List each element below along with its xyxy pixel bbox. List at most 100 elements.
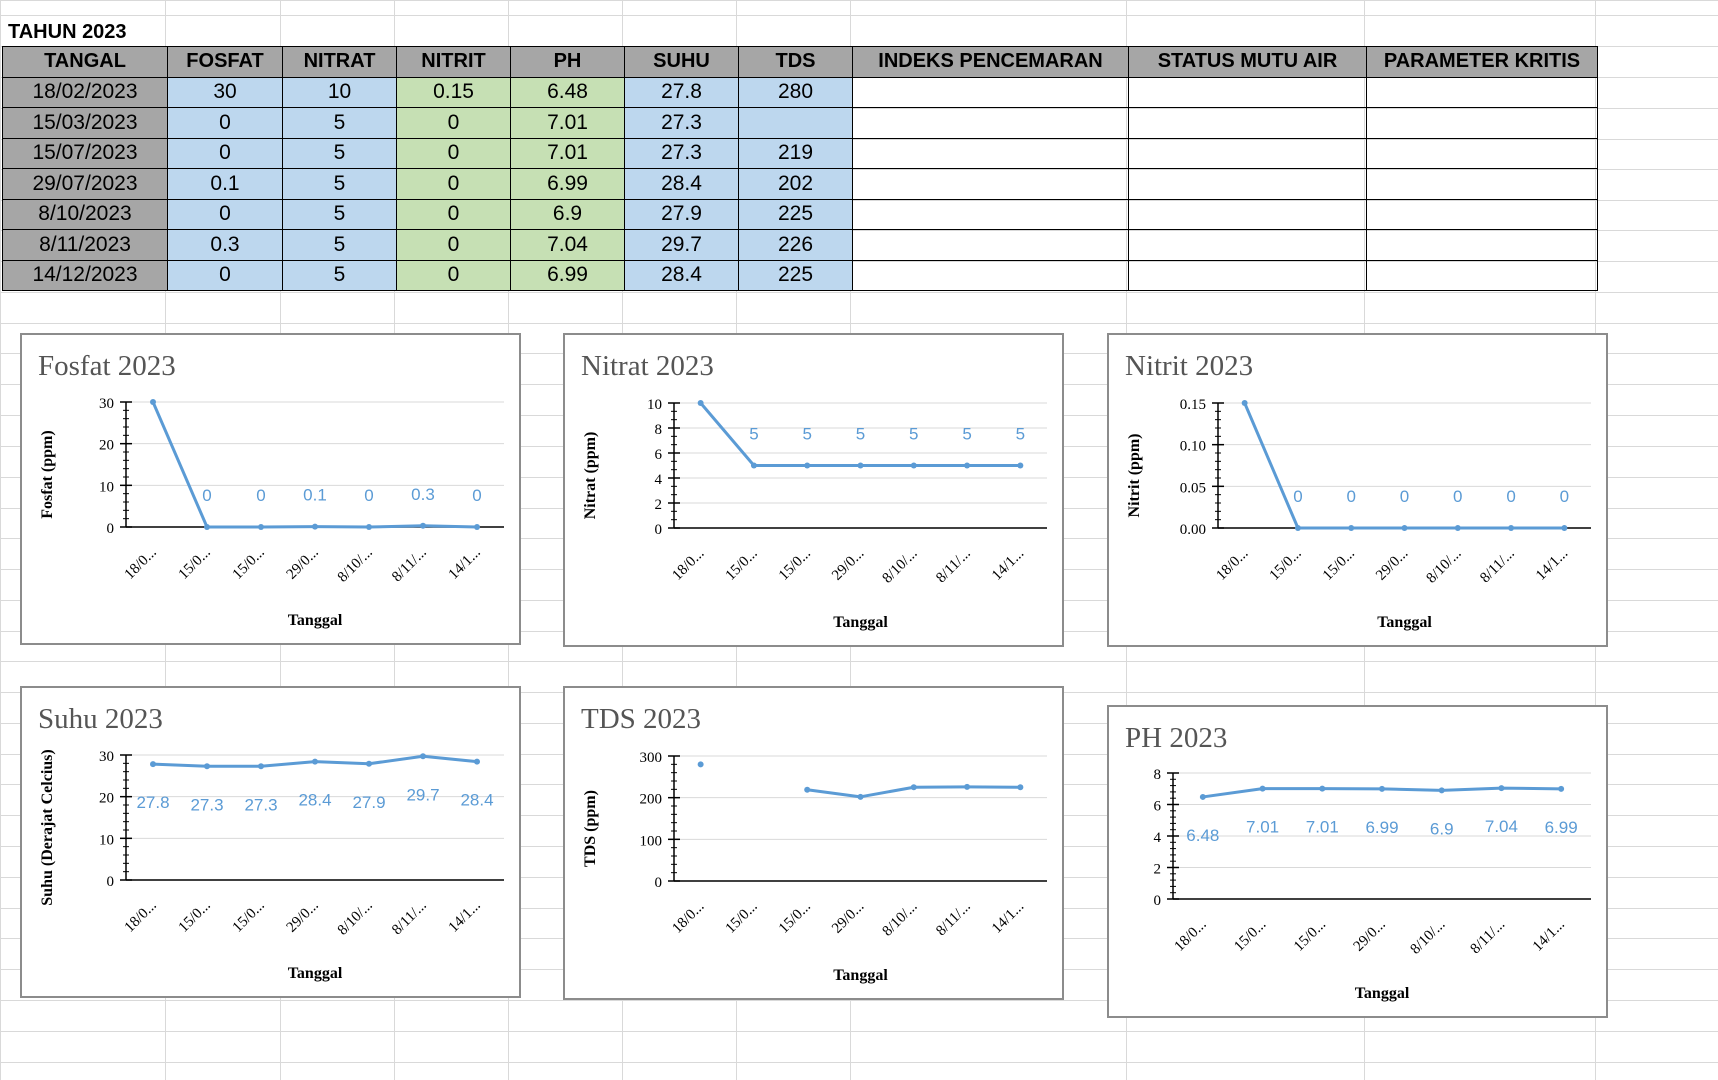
header-indeks-pencemaran[interactable]: INDEKS PENCEMARAN — [852, 46, 1129, 78]
parameter-cell[interactable] — [1366, 229, 1598, 261]
chart-1[interactable]: Nitrat 2023 0 2 4 6 8 10 18/0... 15/0... 15/0... 2… — [563, 333, 1064, 647]
tds-cell[interactable]: 219 — [738, 137, 853, 169]
date-cell[interactable]: 8/11/2023 — [2, 229, 168, 261]
nitrit-cell[interactable]: 0 — [396, 259, 511, 291]
header-ph[interactable]: PH — [510, 46, 625, 78]
data-point — [474, 758, 480, 765]
nitrit-cell[interactable]: 0 — [396, 229, 511, 261]
date-cell[interactable]: 8/10/2023 — [2, 198, 168, 230]
data-label: 7.01 — [1306, 818, 1339, 837]
header-parameter-kritis[interactable]: PARAMETER KRITIS — [1366, 46, 1598, 78]
indeks-cell[interactable] — [852, 229, 1129, 261]
suhu-cell[interactable]: 28.4 — [624, 168, 739, 200]
ph-cell[interactable]: 6.99 — [510, 168, 625, 200]
data-label: 5 — [856, 425, 865, 444]
sheet-title[interactable]: TAHUN 2023 — [8, 21, 127, 43]
x-tick-label: 14/1... — [1533, 546, 1571, 584]
data-label: 27.3 — [244, 795, 277, 814]
nitrit-cell[interactable]: 0.15 — [396, 76, 511, 108]
nitrat-cell[interactable]: 5 — [282, 168, 397, 200]
indeks-cell[interactable] — [852, 259, 1129, 291]
tds-cell[interactable] — [738, 107, 853, 139]
parameter-cell[interactable] — [1366, 198, 1598, 230]
suhu-cell[interactable]: 27.3 — [624, 137, 739, 169]
fosfat-cell[interactable]: 0 — [167, 259, 283, 291]
nitrit-cell[interactable]: 0 — [396, 107, 511, 139]
nitrit-cell[interactable]: 0 — [396, 168, 511, 200]
header-suhu[interactable]: SUHU — [624, 46, 739, 78]
chart-0[interactable]: Fosfat 2023 0 10 20 30 18/0... 15/0... 15/0... 2… — [20, 333, 521, 645]
nitrat-cell[interactable]: 5 — [282, 137, 397, 169]
nitrit-cell[interactable]: 0 — [396, 198, 511, 230]
ph-cell[interactable]: 6.9 — [510, 198, 625, 230]
date-cell[interactable]: 29/07/2023 — [2, 168, 168, 200]
status-cell[interactable] — [1128, 168, 1367, 200]
ph-cell[interactable]: 7.01 — [510, 137, 625, 169]
suhu-cell[interactable]: 28.4 — [624, 259, 739, 291]
nitrat-cell[interactable]: 5 — [282, 198, 397, 230]
status-cell[interactable] — [1128, 137, 1367, 169]
data-point — [857, 793, 864, 800]
ph-cell[interactable]: 7.01 — [510, 107, 625, 139]
fosfat-cell[interactable]: 0 — [167, 107, 283, 139]
tds-cell[interactable]: 226 — [738, 229, 853, 261]
suhu-cell[interactable]: 27.9 — [624, 198, 739, 230]
chart-4[interactable]: TDS 2023 0 100 200 300 18/0... 15/0... 15/0... 2… — [563, 686, 1064, 1000]
ph-cell[interactable]: 7.04 — [510, 229, 625, 261]
fosfat-cell[interactable]: 0.1 — [167, 168, 283, 200]
tds-cell[interactable]: 225 — [738, 259, 853, 291]
indeks-cell[interactable] — [852, 168, 1129, 200]
tds-cell[interactable]: 280 — [738, 76, 853, 108]
header-fosfat[interactable]: FOSFAT — [167, 46, 283, 78]
chart-2[interactable]: Nitrit 2023 0.00 0.05 0.10 0.15 18/0... 15/0..… — [1107, 333, 1608, 647]
suhu-cell[interactable]: 27.8 — [624, 76, 739, 108]
chart-5[interactable]: PH 2023 0 2 4 6 8 18/0... 15/0... 15/0... 29/0...… — [1107, 705, 1608, 1018]
header-tangal[interactable]: TANGAL — [2, 46, 168, 78]
indeks-cell[interactable] — [852, 107, 1129, 139]
header-nitrat[interactable]: NITRAT — [282, 46, 397, 78]
parameter-cell[interactable] — [1366, 107, 1598, 139]
nitrat-cell[interactable]: 5 — [282, 229, 397, 261]
parameter-cell[interactable] — [1366, 168, 1598, 200]
suhu-cell[interactable]: 29.7 — [624, 229, 739, 261]
fosfat-cell[interactable]: 0 — [167, 198, 283, 230]
nitrat-cell[interactable]: 5 — [282, 259, 397, 291]
status-cell[interactable] — [1128, 107, 1367, 139]
fosfat-cell[interactable]: 30 — [167, 76, 283, 108]
nitrit-cell[interactable]: 0 — [396, 137, 511, 169]
header-status-mutu-air[interactable]: STATUS MUTU AIR — [1128, 46, 1367, 78]
indeks-cell[interactable] — [852, 198, 1129, 230]
tds-cell[interactable]: 202 — [738, 168, 853, 200]
status-cell[interactable] — [1128, 76, 1367, 108]
header-nitrit[interactable]: NITRIT — [396, 46, 511, 78]
status-cell[interactable] — [1128, 259, 1367, 291]
date-cell[interactable]: 18/02/2023 — [2, 76, 168, 108]
suhu-cell[interactable]: 27.3 — [624, 107, 739, 139]
fosfat-cell[interactable]: 0.3 — [167, 229, 283, 261]
nitrat-cell[interactable]: 5 — [282, 107, 397, 139]
data-label: 27.8 — [136, 793, 169, 812]
y-axis-title: Fosfat (ppm) — [39, 430, 56, 518]
data-point — [910, 784, 917, 791]
date-cell[interactable]: 15/03/2023 — [2, 107, 168, 139]
x-tick-label: 8/10/... — [335, 545, 376, 586]
data-point — [857, 462, 864, 469]
indeks-cell[interactable] — [852, 137, 1129, 169]
tds-cell[interactable]: 225 — [738, 198, 853, 230]
parameter-cell[interactable] — [1366, 76, 1598, 108]
chart-title: Nitrat 2023 — [581, 350, 714, 382]
indeks-cell[interactable] — [852, 76, 1129, 108]
header-tds[interactable]: TDS — [738, 46, 853, 78]
ph-cell[interactable]: 6.99 — [510, 259, 625, 291]
parameter-cell[interactable] — [1366, 259, 1598, 291]
chart-3[interactable]: Suhu 2023 0 10 20 30 18/0... 15/0... 15/0... 29/… — [20, 686, 521, 998]
status-cell[interactable] — [1128, 198, 1367, 230]
fosfat-cell[interactable]: 0 — [167, 137, 283, 169]
parameter-cell[interactable] — [1366, 137, 1598, 169]
data-point — [964, 462, 971, 469]
nitrat-cell[interactable]: 10 — [282, 76, 397, 108]
date-cell[interactable]: 14/12/2023 — [2, 259, 168, 291]
status-cell[interactable] — [1128, 229, 1367, 261]
date-cell[interactable]: 15/07/2023 — [2, 137, 168, 169]
ph-cell[interactable]: 6.48 — [510, 76, 625, 108]
